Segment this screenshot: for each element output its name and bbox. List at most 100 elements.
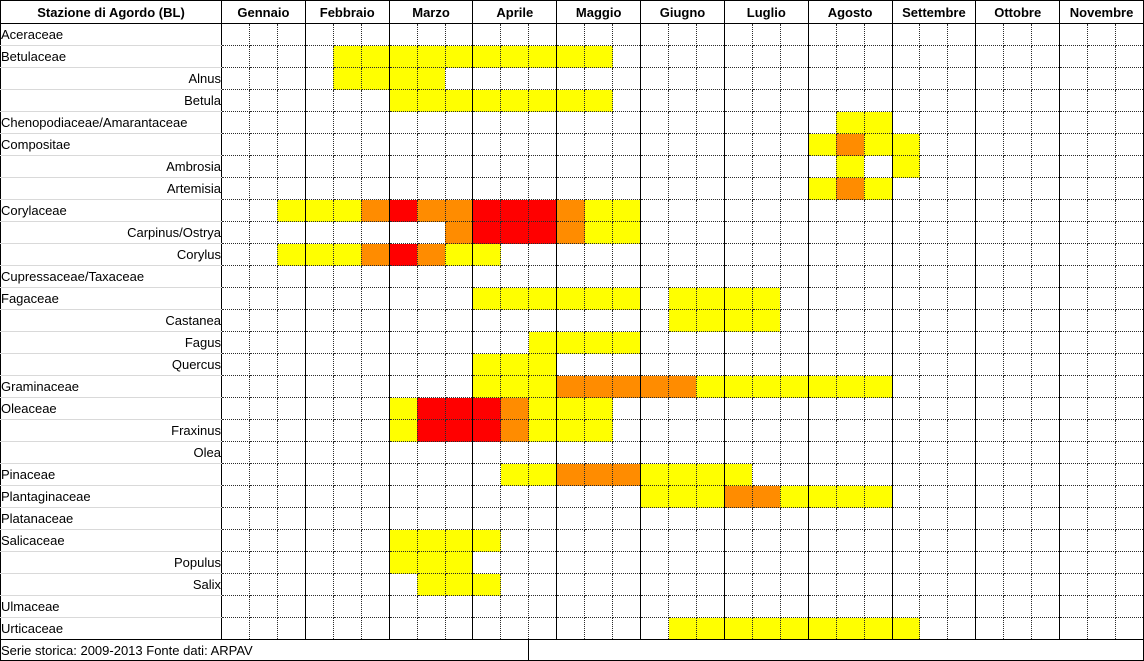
pollen-cell <box>724 23 753 46</box>
pollen-cell <box>808 133 837 156</box>
pollen-cell <box>389 287 418 310</box>
taxon-label: Artemisia <box>0 177 222 200</box>
pollen-cell <box>724 177 753 200</box>
pollen-cell <box>445 595 474 618</box>
pollen-cell <box>1087 155 1116 178</box>
pollen-cell <box>919 331 949 354</box>
pollen-cell <box>780 265 809 288</box>
pollen-cell <box>472 287 502 310</box>
pollen-cell <box>668 265 697 288</box>
pollen-cell <box>892 45 921 68</box>
pollen-cell <box>1003 243 1033 266</box>
pollen-cell <box>808 375 837 398</box>
pollen-cell <box>445 617 474 640</box>
pollen-cell <box>1031 353 1061 376</box>
pollen-cell <box>556 221 586 244</box>
pollen-cell <box>277 199 306 222</box>
pollen-cell <box>472 441 502 464</box>
pollen-cell <box>612 133 642 156</box>
pollen-cell <box>724 485 753 508</box>
pollen-cell <box>528 199 558 222</box>
pollen-cell <box>1003 221 1033 244</box>
pollen-cell <box>305 529 334 552</box>
pollen-cell <box>780 551 809 574</box>
pollen-cell <box>389 529 418 552</box>
pollen-cell <box>975 287 1005 310</box>
pollen-cell <box>947 199 977 222</box>
pollen-cell <box>584 133 614 156</box>
pollen-cell <box>892 221 921 244</box>
taxon-label: Alnus <box>0 67 222 90</box>
pollen-cell <box>864 243 893 266</box>
pollen-cell <box>221 155 250 178</box>
pollen-cell <box>752 353 781 376</box>
pollen-cell <box>500 441 530 464</box>
pollen-cell <box>1003 397 1033 420</box>
pollen-cell <box>780 67 809 90</box>
pollen-cell <box>1059 463 1089 486</box>
pollen-cell <box>333 133 362 156</box>
pollen-cell <box>417 331 446 354</box>
pollen-cell <box>472 353 502 376</box>
table-row: Populus <box>0 551 1144 574</box>
pollen-cell <box>864 89 893 112</box>
pollen-cell <box>668 507 697 530</box>
pollen-cell <box>1059 507 1089 530</box>
pollen-cell <box>668 67 697 90</box>
pollen-cell <box>556 375 586 398</box>
pollen-cell <box>1115 419 1144 442</box>
pollen-cell <box>472 397 502 420</box>
pollen-cell <box>975 111 1005 134</box>
pollen-cell <box>975 23 1005 46</box>
pollen-cell <box>1059 23 1089 46</box>
pollen-cell <box>836 265 865 288</box>
pollen-cell <box>500 177 530 200</box>
pollen-cell <box>1087 375 1116 398</box>
pollen-cell <box>528 331 558 354</box>
pollen-cell <box>333 265 362 288</box>
pollen-cell <box>249 375 278 398</box>
pollen-cell <box>892 397 921 420</box>
pollen-cell <box>500 375 530 398</box>
pollen-cell <box>892 309 921 332</box>
pollen-cell <box>361 595 390 618</box>
pollen-cell <box>417 419 446 442</box>
pollen-cell <box>1115 573 1144 596</box>
pollen-cell <box>1087 23 1116 46</box>
pollen-cell <box>752 573 781 596</box>
pollen-cell <box>305 375 334 398</box>
table-row: Urticaceae <box>0 617 1144 640</box>
pollen-cell <box>1003 287 1033 310</box>
pollen-cell <box>333 595 362 618</box>
table-row: Platanaceae <box>0 507 1144 530</box>
pollen-cell <box>752 45 781 68</box>
pollen-cell <box>1115 507 1144 530</box>
pollen-cell <box>528 573 558 596</box>
pollen-cell <box>1031 243 1061 266</box>
pollen-cell <box>445 199 474 222</box>
pollen-cell <box>500 617 530 640</box>
pollen-cell <box>808 331 837 354</box>
pollen-cell <box>808 199 837 222</box>
pollen-cell <box>556 507 586 530</box>
taxon-label: Betula <box>0 89 222 112</box>
pollen-cell <box>500 23 530 46</box>
table-row: Carpinus/Ostrya <box>0 221 1144 244</box>
pollen-cell <box>417 111 446 134</box>
pollen-cell <box>919 573 949 596</box>
pollen-cell <box>780 331 809 354</box>
pollen-cell <box>500 529 530 552</box>
pollen-cell <box>221 89 250 112</box>
pollen-cell <box>417 133 446 156</box>
pollen-cell <box>500 331 530 354</box>
pollen-cell <box>892 331 921 354</box>
pollen-cell <box>556 265 586 288</box>
pollen-cell <box>556 133 586 156</box>
pollen-cell <box>864 199 893 222</box>
pollen-cell <box>305 133 334 156</box>
pollen-cell <box>1087 573 1116 596</box>
pollen-cell <box>584 419 614 442</box>
pollen-cell <box>333 529 362 552</box>
pollen-cell <box>277 309 306 332</box>
pollen-cell <box>892 67 921 90</box>
